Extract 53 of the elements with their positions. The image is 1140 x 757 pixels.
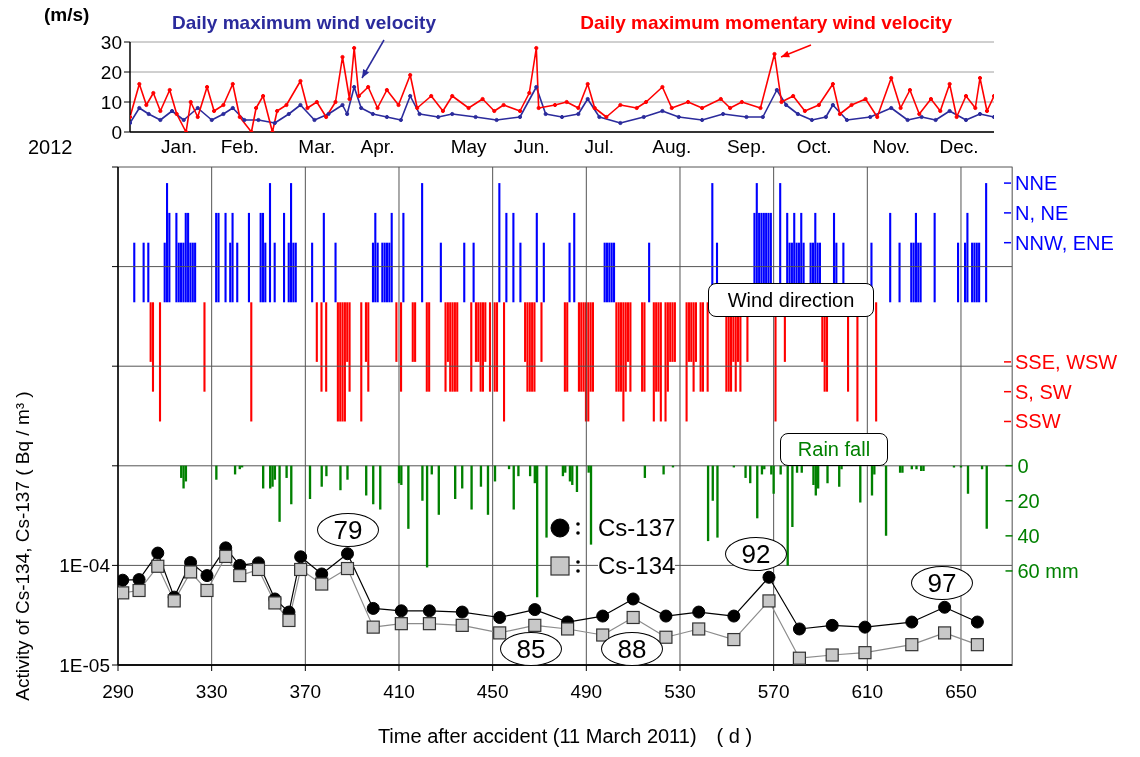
y-axis-title: (m/s) (44, 4, 90, 26)
x-tick-label: 330 (195, 681, 228, 703)
y3-tick-label: 0 (1017, 454, 1029, 477)
legend-label: Cs-134 (598, 552, 676, 580)
x-axis-title: Time after accident (11 March 2011) ( d ) (376, 724, 754, 749)
text: SSE, WSW (1015, 350, 1118, 373)
x-tick-label: 490 (570, 681, 603, 703)
x-tick-label: Feb. (220, 136, 259, 158)
text: Daily maximum wind velocity (172, 12, 436, 34)
x-tick-label: Jul. (584, 136, 615, 158)
text: SSW (1015, 410, 1061, 433)
y3-tick-label: 40 (1017, 524, 1040, 547)
x-tick-label: Dec. (939, 136, 979, 158)
text: NNE (1015, 172, 1058, 195)
annotation: Rain fall (780, 433, 888, 466)
annotation: Wind direction (708, 283, 874, 317)
x-tick-label: Oct. (796, 136, 832, 158)
y-tick-label: 20 (100, 61, 122, 83)
y3-tick-label: 20 (1017, 489, 1040, 512)
x-tick-label: 610 (851, 681, 884, 703)
annotation: 88 (601, 632, 663, 666)
text: 2012 (28, 136, 73, 159)
text: NNW, ENE (1015, 231, 1114, 254)
x-tick-label: Aug. (652, 136, 692, 158)
series-label: Daily maximum momentary wind velocity (580, 12, 952, 34)
y-tick-label: 30 (100, 31, 122, 53)
y-tick-label: 0 (111, 121, 122, 143)
x-tick-label: 370 (289, 681, 322, 703)
x-tick-label: Nov. (872, 136, 911, 158)
annotation: 79 (317, 513, 379, 547)
y-tick-label: 1E-05 (59, 654, 110, 676)
annotation: 92 (725, 537, 787, 571)
x-tick-label: May (450, 136, 488, 158)
y-tick-label: 1E-04 (59, 555, 111, 577)
x-tick-label: 530 (664, 681, 696, 703)
x-tick-label: Sep. (726, 136, 767, 158)
y-tick-label: 10 (100, 91, 122, 113)
text: S, SW (1015, 380, 1072, 403)
annotation: 85 (500, 632, 562, 666)
x-tick-label: Apr. (360, 136, 395, 158)
legend-label: Cs-137 (598, 514, 676, 542)
x-tick-label: 410 (383, 681, 415, 703)
x-tick-label: Jan. (161, 136, 197, 158)
x-tick-label: 650 (945, 681, 977, 703)
text: N, NE (1015, 201, 1069, 224)
x-tick-label: 290 (102, 681, 134, 703)
y3-tick-label: 60 mm (1017, 559, 1079, 582)
y-axis-title: Activity of Cs-134, Cs-137 ( Bq / m³ ) (11, 391, 33, 701)
annotation: 97 (911, 566, 973, 600)
x-tick-label: 570 (757, 681, 790, 703)
x-tick-label: Mar. (298, 136, 336, 158)
x-tick-label: Jun. (513, 136, 550, 158)
x-tick-label: 450 (476, 681, 509, 703)
